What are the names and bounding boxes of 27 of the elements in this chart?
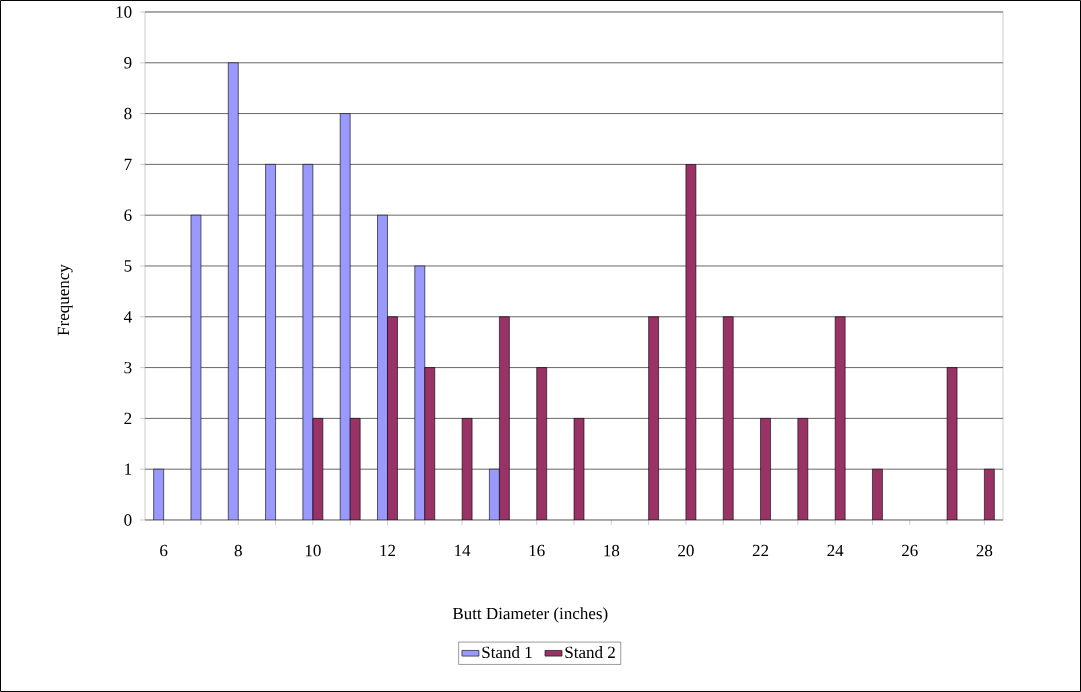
y-tick-label: 7 (124, 158, 132, 170)
x-tick-label: 14 (455, 544, 471, 557)
y-tick-label: 10 (116, 6, 132, 18)
x-tick-label: 20 (678, 544, 694, 557)
y-tick-label: 6 (124, 209, 132, 221)
legend-label: Stand 2 (565, 646, 615, 659)
y-tick-label: 1 (125, 463, 132, 475)
x-tick-label: 6 (160, 544, 168, 557)
x-tick-label: 22 (752, 544, 769, 557)
x-tick-label: 16 (529, 544, 545, 557)
x-tick-label: 8 (234, 544, 242, 557)
y-tick-label: 5 (124, 260, 132, 272)
y-tick-label: 2 (124, 412, 132, 425)
x-tick-label: 28 (976, 544, 993, 557)
y-tick-label: 9 (124, 57, 132, 69)
legend-label: Stand 1 (482, 646, 532, 659)
y-tick-label: 8 (124, 107, 132, 120)
x-tick-label: 18 (604, 544, 620, 557)
y-tick-label: 0 (124, 514, 132, 526)
x-tick-label: 12 (380, 544, 396, 557)
y-tick-label: 4 (123, 311, 132, 323)
x-tick-label: 10 (305, 544, 321, 557)
y-axis-title: Frequency (57, 264, 73, 336)
x-axis-title: Butt Diameter (inches) (452, 607, 608, 623)
x-tick-label: 24 (827, 544, 844, 557)
y-tick-label: 3 (124, 361, 132, 374)
x-tick-label: 26 (902, 544, 918, 557)
